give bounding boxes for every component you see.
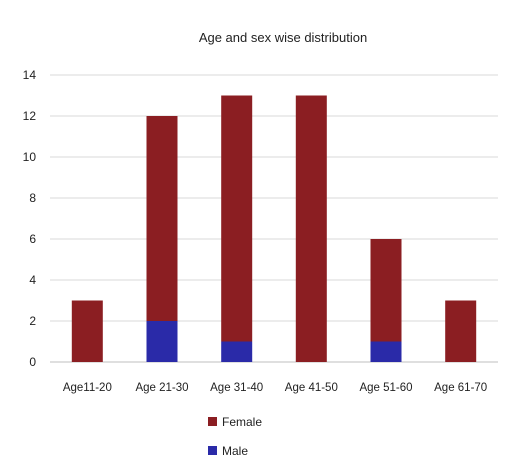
bar-female-2	[146, 116, 178, 321]
bar-male-5	[370, 341, 402, 362]
y-tick-label: 4	[29, 273, 36, 287]
legend-label: Male	[222, 444, 248, 458]
y-tick-label: 12	[23, 109, 37, 123]
bar-male-3	[221, 341, 253, 362]
bar-female-4	[295, 95, 327, 362]
y-tick-label: 0	[29, 355, 36, 369]
x-axis: Age11-20 Age 21-30 Age 31-40 Age 41-50 Age 5…	[63, 382, 487, 394]
y-tick-label: 14	[23, 68, 37, 82]
bar-female-3	[221, 95, 253, 342]
y-tick-label: 10	[23, 150, 37, 164]
x-tick-label: Age 51-60	[359, 382, 412, 394]
legend-item-female: Female	[208, 415, 262, 429]
x-tick-label: Age 31-40	[210, 382, 263, 394]
gridlines	[50, 74, 498, 363]
bar-female-1	[71, 300, 103, 362]
y-tick-label: 8	[29, 191, 36, 205]
bar-female-6	[445, 300, 477, 362]
bar-female-5	[370, 239, 402, 342]
legend-swatch	[208, 446, 217, 455]
legend-item-male: Male	[208, 444, 248, 458]
chart-title: Age and sex wise distribution	[199, 30, 367, 45]
bars	[71, 95, 477, 362]
y-axis: 0 2 4 6 8 10 12 14	[23, 68, 37, 369]
x-tick-label: Age 41-50	[285, 382, 338, 394]
legend: Female Male	[208, 415, 262, 458]
legend-swatch	[208, 417, 217, 426]
y-tick-label: 2	[29, 314, 36, 328]
y-tick-label: 6	[29, 232, 36, 246]
x-tick-label: Age 21-30	[135, 382, 188, 394]
legend-label: Female	[222, 415, 262, 429]
bar-male-2	[146, 321, 178, 362]
x-tick-label: Age 61-70	[434, 382, 487, 394]
x-tick-label: Age11-20	[63, 382, 112, 394]
